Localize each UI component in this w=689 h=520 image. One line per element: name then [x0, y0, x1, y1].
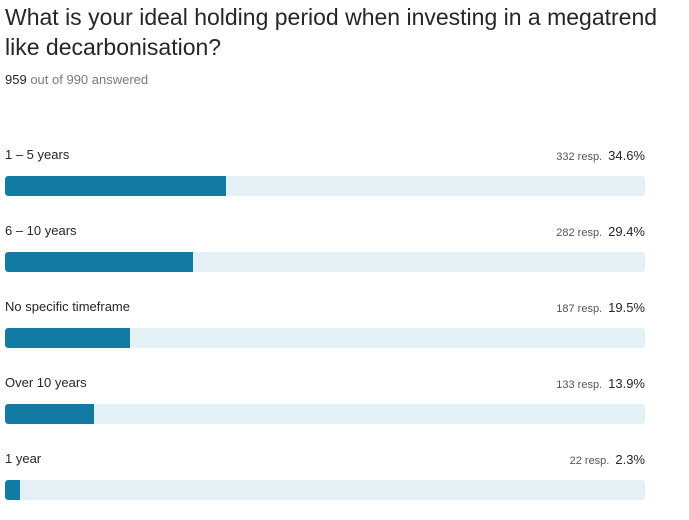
answered-total: out of 990 answered: [30, 72, 149, 87]
option-stats: 22 resp. 2.3%: [570, 451, 645, 469]
response-count: 332 resp.: [556, 151, 603, 163]
bar-track: [5, 328, 645, 348]
response-count: 282 resp.: [556, 227, 603, 239]
question-title: What is your ideal holding period when i…: [5, 4, 658, 60]
bar-fill: [5, 404, 94, 424]
answered-count: 959: [5, 72, 27, 87]
option-stats: 133 resp. 13.9%: [556, 375, 645, 393]
percentage-label: 34.6%: [608, 148, 645, 163]
option-stats: 187 resp. 19.5%: [556, 299, 645, 317]
result-row: 6 – 10 years 282 resp. 29.4%: [5, 216, 645, 292]
percentage-label: 29.4%: [608, 224, 645, 239]
bar-fill: [5, 328, 130, 348]
option-stats: 332 resp. 34.6%: [556, 147, 645, 165]
result-row: Over 10 years 133 resp. 13.9%: [5, 368, 645, 444]
option-stats: 282 resp. 29.4%: [556, 223, 645, 241]
percentage-label: 19.5%: [608, 300, 645, 315]
bar-fill: [5, 480, 20, 500]
bar-track: [5, 176, 645, 196]
response-count: 22 resp.: [569, 455, 610, 467]
option-label: 1 – 5 years: [5, 147, 70, 162]
bar-track: [5, 404, 645, 424]
option-label: Over 10 years: [5, 375, 87, 390]
bar-fill: [5, 176, 227, 196]
result-row: 1 year 22 resp. 2.3%: [5, 444, 645, 520]
bar-fill: [5, 252, 194, 272]
percentage-label: 13.9%: [608, 376, 645, 391]
bar-track: [5, 252, 645, 272]
option-label: 1 year: [5, 451, 42, 466]
result-row: 1 – 5 years 332 resp. 34.6%: [5, 140, 645, 216]
percentage-label: 2.3%: [615, 452, 645, 467]
option-label: No specific timeframe: [5, 299, 130, 314]
response-count: 187 resp.: [556, 303, 603, 315]
result-row: No specific timeframe 187 resp. 19.5%: [5, 292, 645, 368]
response-count: 133 resp.: [556, 379, 603, 391]
option-label: 6 – 10 years: [5, 223, 77, 238]
results-chart: 1 – 5 years 332 resp. 34.6% 6 – 10 years 282…: [5, 140, 645, 520]
bar-track: [5, 480, 645, 500]
answered-summary: 959 out of 990 answered: [5, 72, 148, 87]
